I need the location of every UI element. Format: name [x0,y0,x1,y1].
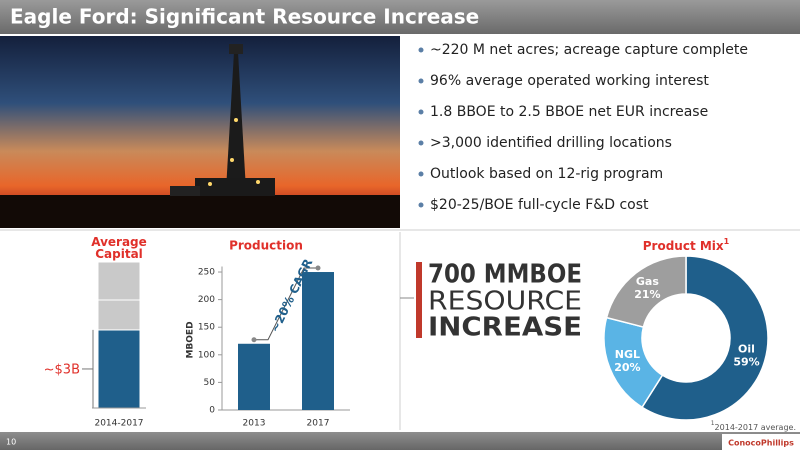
bullet-text: 1.8 BBOE to 2.5 BBOE net EUR increase [430,104,708,120]
bullet-text: ~220 M net acres; acreage capture comple… [430,42,748,58]
logo: ConocoPhillips [728,439,794,448]
bullet-text: $20-25/BOE full-cycle F&D cost [430,197,649,213]
banner-line: 700 MMBOE [428,260,582,290]
bar-segment [97,329,141,409]
y-tick-label: 50 [204,378,216,388]
y-tick-label: 100 [198,350,215,360]
cagr-connector [254,267,318,341]
slice-label: Gas [636,275,659,288]
footnote-text: 2014-2017 average. [715,423,796,432]
value-label: ~$3B [44,362,80,377]
x-tick-label: 2017 [307,419,330,429]
y-tick-label: 250 [198,268,215,278]
slide-title: Eagle Ford: Significant Resource Increas… [10,5,479,29]
photo [0,36,400,228]
header-bar [0,0,800,34]
banner-accent [416,262,422,338]
footer-bar [0,432,800,450]
value-label: 20% [614,361,640,374]
bullet-text: 96% average operated working interest [430,73,709,89]
x-tick-label: 2014-2017 [94,419,143,429]
bullet-dot [418,109,424,115]
chart-title-text: Product Mix [643,239,724,253]
slice-label: Oil [738,343,755,356]
logo-box [722,434,800,450]
banner-line: RESOURCE [428,287,582,317]
bar [302,272,334,410]
footnote-marker: 1 [711,420,715,427]
bullet-dot [418,171,424,177]
footnote: 12014-2017 average. [711,420,796,432]
y-tick-label: 200 [198,295,215,305]
chart-title: Average Capital [91,235,147,261]
donut-slice [641,255,769,421]
bullet-dot [418,47,424,53]
cagr-dot [315,265,321,271]
chart-title: Product Mix1 [643,237,730,253]
bar-segment [97,261,141,301]
bullet-dot [418,78,424,84]
donut-slice [605,255,687,328]
cagr-dot [251,337,257,343]
chart-title: Production [229,239,303,253]
y-axis-label: MBOED [186,321,196,358]
y-tick-label: 0 [209,406,215,416]
value-label: 59% [733,356,759,369]
chart-title-note: 1 [724,237,730,246]
bullet-text: >3,000 identified drilling locations [430,135,672,151]
banner-line: INCREASE [428,313,582,343]
bullet-text: Outlook based on 12-rig program [430,166,663,182]
bar [238,343,270,410]
y-tick-label: 150 [198,323,215,333]
value-label: 21% [634,288,660,301]
bar-segment [97,299,141,331]
page-number: 10 [6,438,16,447]
bullet-dot [418,202,424,208]
x-tick-label: 2013 [243,419,266,429]
bullet-dot [418,140,424,146]
slice-label: NGL [615,348,640,361]
